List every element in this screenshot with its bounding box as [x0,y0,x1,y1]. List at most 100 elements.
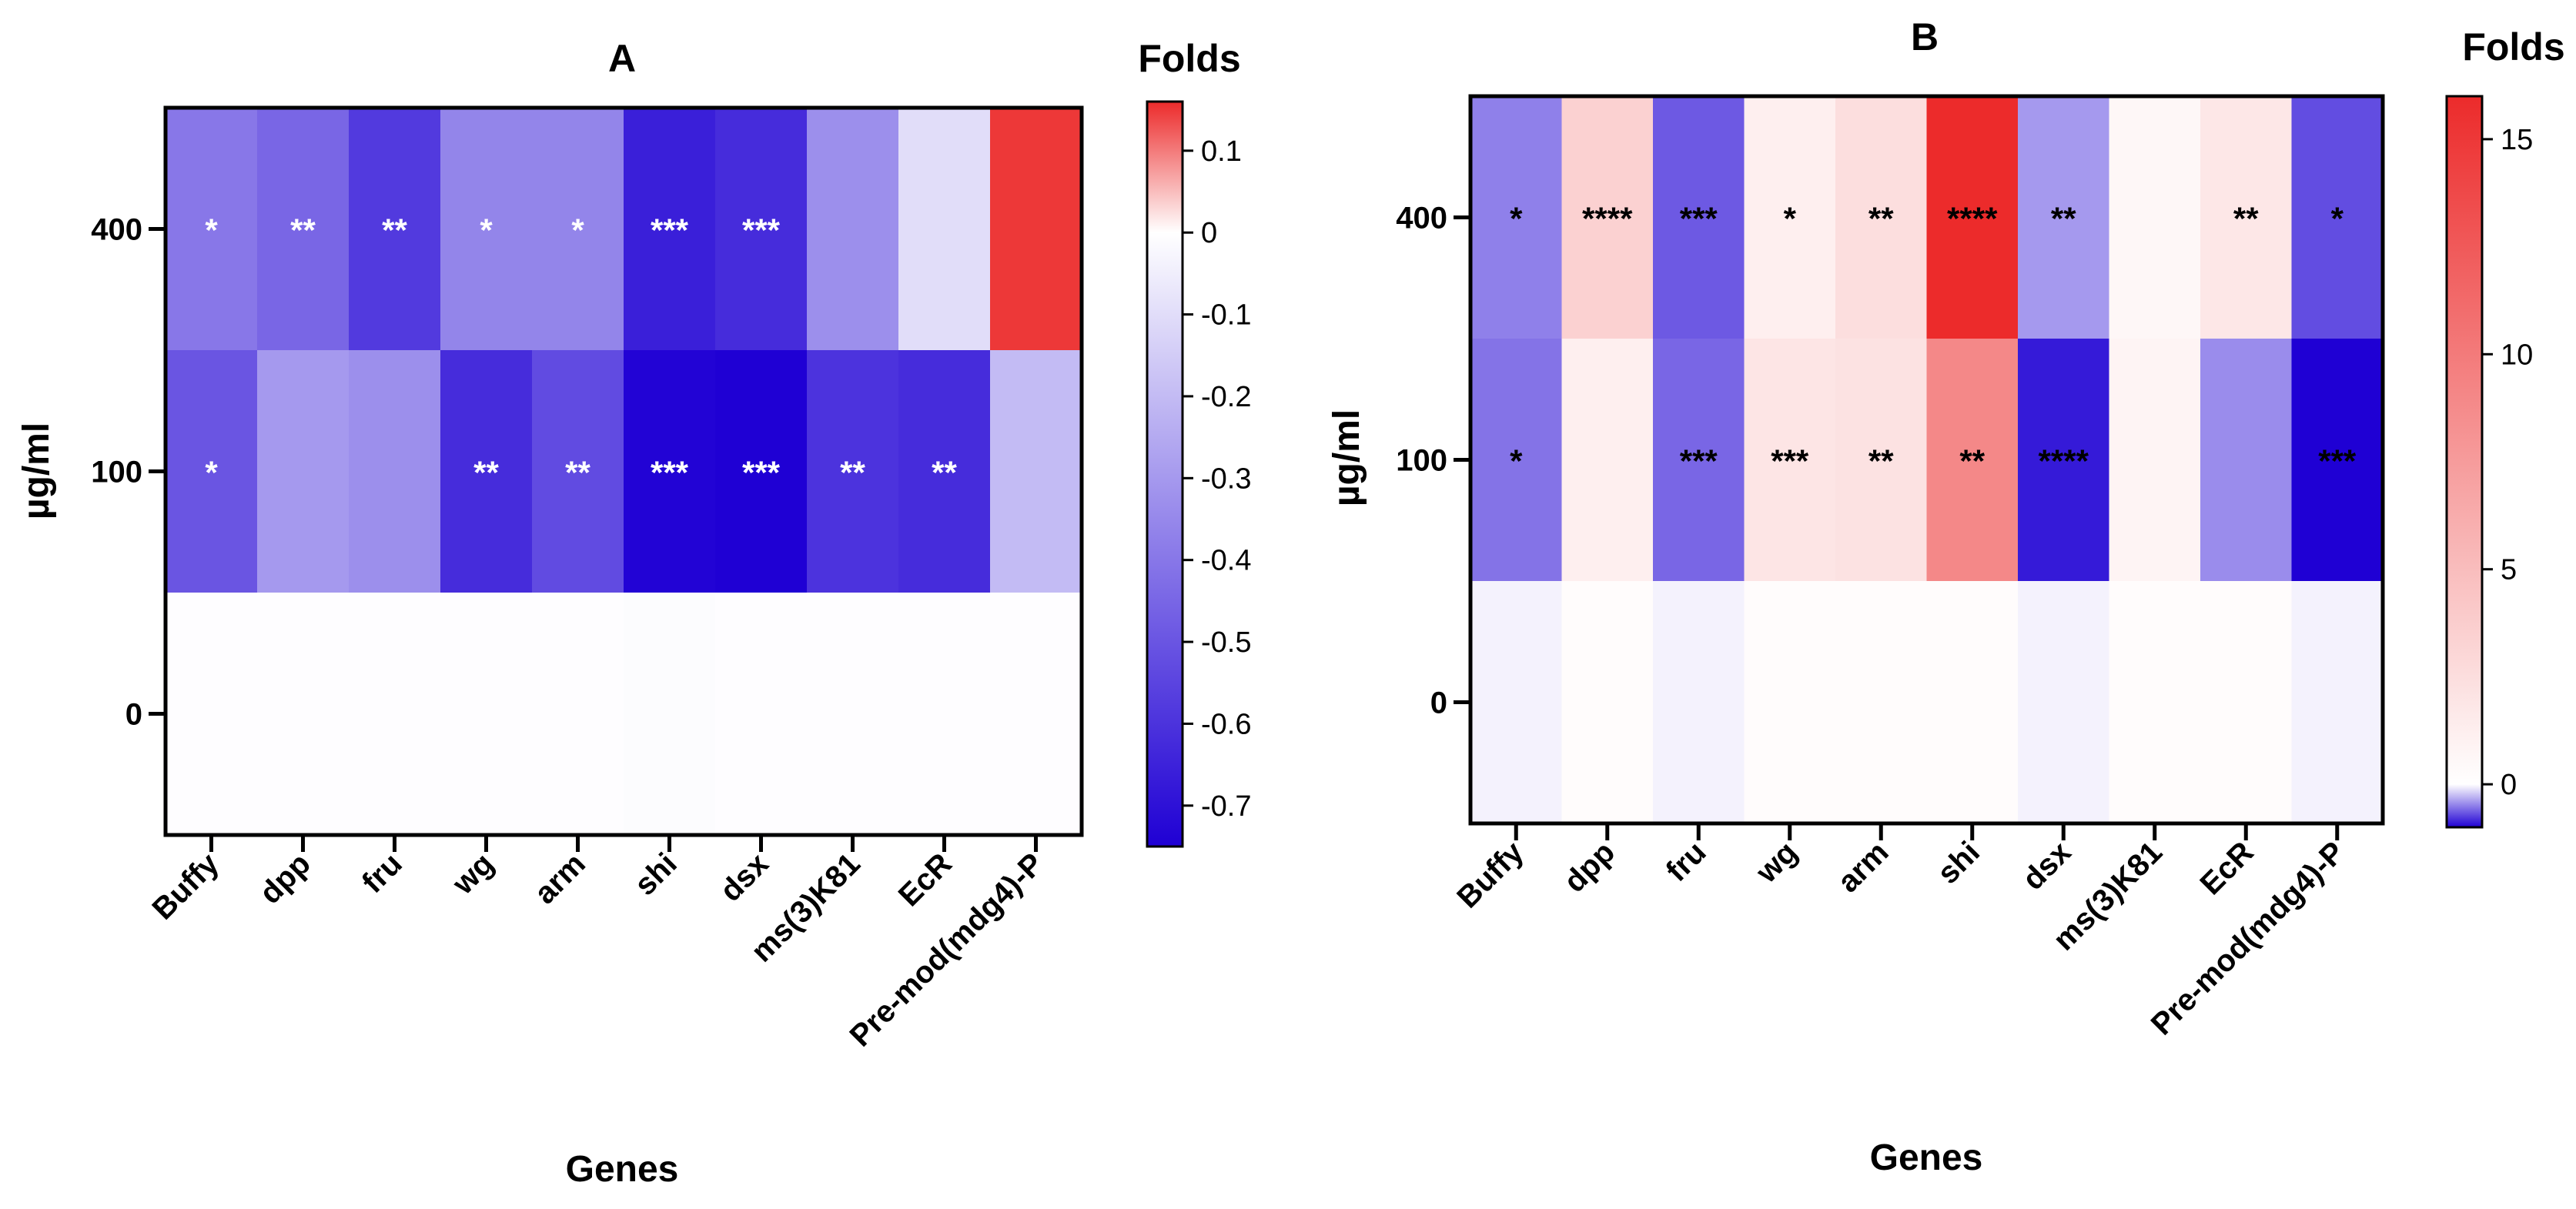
heatmap-cell [807,593,899,836]
colorbar-tick-label: -0.6 [1201,708,1251,740]
y-tick-label: 0 [125,698,142,732]
heatmap-cell [898,350,991,593]
panel-b: B * **** *** * ** **** ** ** ** *** *** ** ** **** ***… [1326,15,2565,1178]
heatmap-cell [898,108,991,351]
colorbar-tick-label: -0.1 [1201,299,1251,332]
colorbar-tick-label: 0 [2501,769,2517,801]
x-tick-label: fru [356,847,409,900]
heatmap-cell [2018,96,2109,339]
heatmap-cell [1835,339,1927,582]
colorbar-tick-label: 0.1 [1201,135,1242,168]
y-tick-label: 400 [1396,202,1447,235]
heatmap-cell [807,108,899,351]
heatmap-cell [532,593,624,836]
significance-mark: **** [2039,443,2089,479]
colorbar-tick-label: -0.2 [1201,381,1251,413]
panel-b-x-label: Genes [1870,1137,1983,1178]
significance-mark: * [205,212,218,249]
heatmap-cell [807,350,899,593]
heatmap-cell [166,593,258,836]
significance-mark: * [2331,201,2344,237]
significance-mark: *** [1771,443,1809,479]
x-tick-label: shi [628,847,684,902]
panel-b-colorbar [2445,95,2484,829]
heatmap-cell [1926,581,2019,824]
significance-mark: * [205,455,218,491]
panel-a-colorbar [1146,100,1184,848]
x-tick-label: shi [1931,835,1986,890]
significance-mark: *** [742,455,781,491]
panel-a-title: A [608,37,636,80]
heatmap-cell [1561,339,1654,582]
significance-mark: ** [1868,443,1894,479]
heatmap-cell [440,593,533,836]
panel-b-title: B [1911,15,1939,58]
heatmap-cell [2291,581,2384,824]
panel-b-y-label: µg/ml [1326,409,1367,506]
heatmap-cell [1561,96,1654,339]
heatmap-cell [624,593,716,836]
panel-a-significance: * ** ** * * *** **** ** ** *** *** ** ** [205,212,957,491]
heatmap-cell [1561,581,1654,824]
heatmap-cell [2018,581,2109,824]
x-tick-label: dpp [1557,835,1621,899]
heatmap-cell [1653,581,1745,824]
heatmap-cell [1653,339,1745,582]
significance-mark: ** [382,212,407,249]
significance-mark: ** [2233,201,2259,237]
significance-mark: *** [2318,443,2357,479]
panel-a-colorbar-title: Folds [1138,37,1240,80]
significance-mark: ** [1959,443,1985,479]
panel-a-y-label: µg/ml [16,422,57,519]
heatmap-cell [2109,339,2201,582]
x-tick-label: Buffy [146,847,226,927]
significance-mark: **** [1582,201,1633,237]
heatmap-cell [349,593,441,836]
colorbar-tick-label: 15 [2501,124,2533,156]
heatmap-cell [715,593,808,836]
y-tick-label: 0 [1430,686,1447,720]
significance-mark: *** [651,212,689,249]
heatmap-cell [990,350,1082,593]
heatmap-cell [715,108,808,351]
panel-b-colorbar-title: Folds [2462,25,2564,68]
significance-mark: ** [840,455,865,491]
significance-mark: ** [2051,201,2076,237]
significance-mark: * [1510,201,1523,237]
heatmap-cell [257,593,350,836]
heatmap-cell [1926,96,2019,339]
heatmap-cell [1470,581,1562,824]
heatmap-cell [1744,339,1836,582]
heatmap-cell [2109,96,2201,339]
heatmap-cell [532,350,624,593]
significance-mark: *** [742,212,781,249]
heatmap-cell [2291,96,2384,339]
significance-mark: **** [1947,201,1998,237]
heatmap-cell [2200,96,2292,339]
y-tick-label: 400 [91,213,142,247]
colorbar-tick-label: -0.5 [1201,626,1251,659]
heatmap-cell [349,350,441,593]
panel-b-significance: * **** *** * ** **** ** ** ** *** *** ** ** **** *** [1510,201,2357,479]
heatmap-cell [2018,339,2109,582]
y-tick-label: 100 [1396,444,1447,478]
heatmap-cell [2200,581,2292,824]
colorbar-tick-label: -0.3 [1201,463,1251,495]
x-tick-label: dsx [714,847,775,908]
panel-a-colorbar-ticks: 0.1 0 -0.1 -0.2 -0.3 -0.4 -0.5 -0.6 -0.7 [1183,135,1251,823]
panel-b-colorbar-ticks: 15 10 5 0 [2482,124,2533,801]
heatmap-cell [1926,339,2019,582]
x-tick-label: arm [528,847,592,910]
heatmap-cell [990,593,1082,836]
heatmap-cell [166,108,258,351]
panel-a-y-ticks: 400 100 0 [91,213,166,732]
x-tick-label: EcR [2193,835,2260,901]
heatmap-cell [990,108,1082,351]
heatmap-cell [715,350,808,593]
x-tick-label: EcR [892,847,958,913]
heatmap-cell [1835,96,1927,339]
